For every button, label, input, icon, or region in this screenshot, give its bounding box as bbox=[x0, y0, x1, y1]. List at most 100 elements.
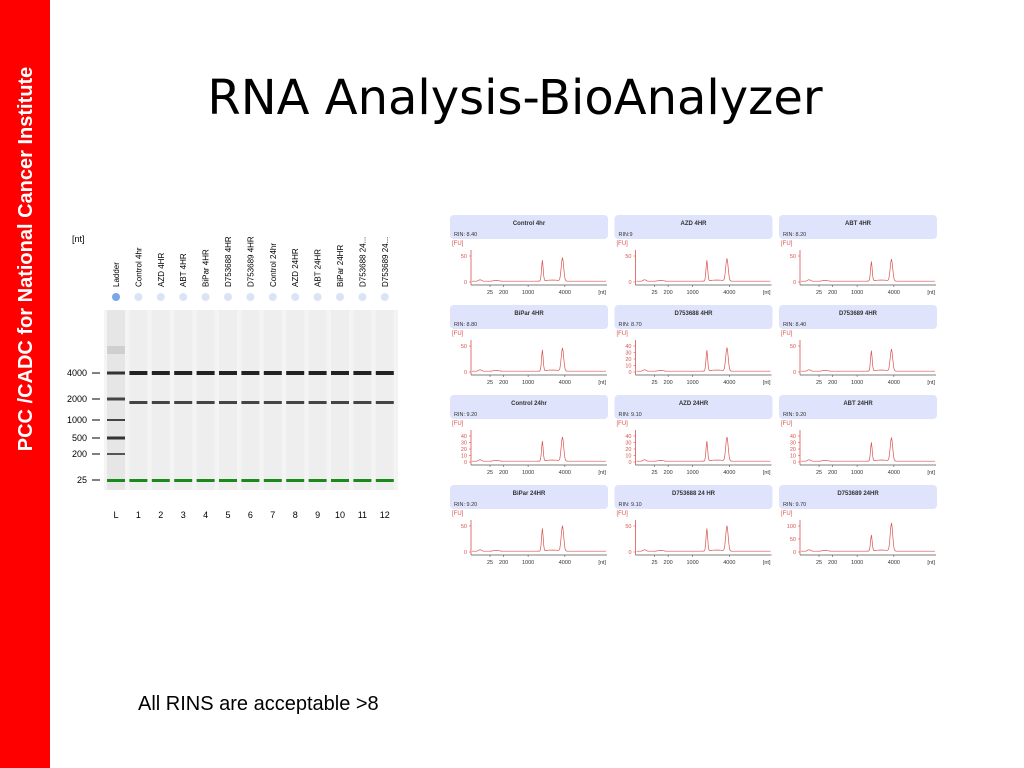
panel-header bbox=[614, 485, 773, 509]
lower-marker-band bbox=[263, 479, 282, 482]
rrna-28s-band bbox=[151, 371, 170, 375]
x-tick-label: 1000 bbox=[851, 560, 863, 566]
lower-marker-band bbox=[196, 479, 215, 482]
lower-marker-band bbox=[219, 479, 237, 482]
lane-number: 3 bbox=[181, 510, 186, 520]
lane-well bbox=[134, 293, 143, 301]
ladder-band bbox=[107, 419, 125, 421]
panel-header bbox=[779, 305, 937, 329]
size-marker-label: 1000 bbox=[67, 415, 87, 425]
y-tick-label: 20 bbox=[790, 447, 796, 453]
y-tick-label: 50 bbox=[461, 254, 467, 260]
lane-track bbox=[151, 310, 170, 490]
lower-marker-band bbox=[286, 479, 305, 482]
x-tick-label: 200 bbox=[499, 290, 508, 296]
x-tick-label: 25 bbox=[651, 560, 657, 566]
rrna-18s-band bbox=[129, 401, 148, 404]
x-tick-label: 1000 bbox=[851, 380, 863, 386]
rrna-28s-band bbox=[353, 371, 372, 375]
rin-value: RIN: 9.10 bbox=[619, 412, 642, 418]
x-tick-label: 25 bbox=[487, 560, 493, 566]
rrna-28s-band bbox=[174, 371, 193, 375]
y-tick-label: 40 bbox=[790, 434, 796, 440]
x-tick-label: 200 bbox=[828, 470, 837, 476]
x-tick-label: 4000 bbox=[888, 560, 900, 566]
lane-label: ABT 4HR bbox=[179, 253, 188, 287]
y-unit-label: [FU] bbox=[452, 331, 464, 337]
x-unit-label: [nt] bbox=[763, 560, 771, 566]
trace-line bbox=[472, 525, 606, 552]
trace-line bbox=[636, 258, 771, 282]
panel-title: BiPar 24HR bbox=[513, 491, 546, 497]
rrna-18s-band bbox=[196, 401, 215, 404]
x-tick-label: 25 bbox=[816, 560, 822, 566]
y-tick-label: 30 bbox=[625, 441, 631, 447]
lane-number: 1 bbox=[136, 510, 141, 520]
y-tick-label: 0 bbox=[628, 370, 631, 376]
sidebar-banner: PCC /CADC for National Cancer Institute bbox=[0, 0, 50, 768]
rrna-28s-band bbox=[219, 371, 237, 375]
rrna-28s-band bbox=[196, 371, 215, 375]
x-unit-label: [nt] bbox=[598, 560, 606, 566]
x-tick-label: 25 bbox=[816, 380, 822, 386]
x-tick-label: 1000 bbox=[851, 470, 863, 476]
lane-label: D753689 24... bbox=[381, 237, 390, 287]
lane-well bbox=[336, 293, 344, 301]
x-unit-label: [nt] bbox=[763, 470, 771, 476]
x-unit-label: [nt] bbox=[763, 290, 771, 296]
x-unit-label: [nt] bbox=[927, 290, 935, 296]
lane-label: Control 4hr bbox=[134, 247, 143, 287]
panel-title: D753688 4HR bbox=[674, 311, 713, 317]
x-tick-label: 25 bbox=[816, 470, 822, 476]
panel-title: ABT 24HR bbox=[843, 401, 873, 407]
x-tick-label: 200 bbox=[828, 380, 837, 386]
panel-title: Control 4hr bbox=[513, 221, 546, 227]
y-tick-label: 20 bbox=[625, 357, 631, 363]
x-tick-label: 1000 bbox=[522, 380, 534, 386]
rin-value: RIN: 9.70 bbox=[783, 502, 806, 508]
rrna-28s-band bbox=[286, 371, 305, 375]
size-marker-label: 25 bbox=[77, 475, 87, 485]
panel-title: AZD 24HR bbox=[679, 401, 709, 407]
panel-header bbox=[614, 395, 773, 419]
x-tick-label: 1000 bbox=[686, 470, 698, 476]
lower-marker-band bbox=[174, 479, 193, 482]
rrna-18s-band bbox=[286, 401, 305, 404]
rrna-18s-band bbox=[151, 401, 170, 404]
y-unit-label: [FU] bbox=[781, 511, 793, 517]
trace-line bbox=[636, 525, 771, 552]
y-tick-label: 0 bbox=[793, 370, 796, 376]
rrna-28s-band bbox=[129, 371, 148, 375]
lower-marker-band bbox=[241, 479, 260, 482]
y-tick-label: 40 bbox=[461, 434, 467, 440]
y-tick-label: 0 bbox=[628, 280, 631, 286]
y-tick-label: 30 bbox=[790, 441, 796, 447]
lane-label: D753688 24... bbox=[358, 237, 367, 287]
x-tick-label: 200 bbox=[828, 560, 837, 566]
x-tick-label: 4000 bbox=[723, 380, 735, 386]
x-unit-label: [nt] bbox=[598, 470, 606, 476]
y-tick-label: 0 bbox=[793, 460, 796, 466]
rin-value: RIN: 8.20 bbox=[783, 232, 806, 238]
lane-track bbox=[174, 310, 193, 490]
electropherogram-panel: D753688 24 HR RIN: 9.10 [FU] 50 0 25 200 1000 40… bbox=[614, 485, 773, 566]
rrna-18s-band bbox=[353, 401, 372, 404]
trace-line bbox=[472, 347, 606, 372]
lane-number: L bbox=[113, 510, 118, 520]
x-tick-label: 25 bbox=[816, 290, 822, 296]
lane-number: 8 bbox=[293, 510, 298, 520]
lane-well bbox=[313, 293, 322, 301]
y-tick-label: 40 bbox=[625, 434, 631, 440]
x-tick-label: 25 bbox=[487, 380, 493, 386]
lane-number: 2 bbox=[158, 510, 163, 520]
rin-value: RIN: 8.80 bbox=[454, 322, 477, 328]
x-tick-label: 200 bbox=[499, 380, 508, 386]
y-tick-label: 50 bbox=[461, 344, 467, 350]
x-tick-label: 200 bbox=[828, 290, 837, 296]
y-tick-label: 40 bbox=[625, 344, 631, 350]
lane-label: Ladder bbox=[112, 262, 121, 287]
x-tick-label: 4000 bbox=[559, 470, 571, 476]
